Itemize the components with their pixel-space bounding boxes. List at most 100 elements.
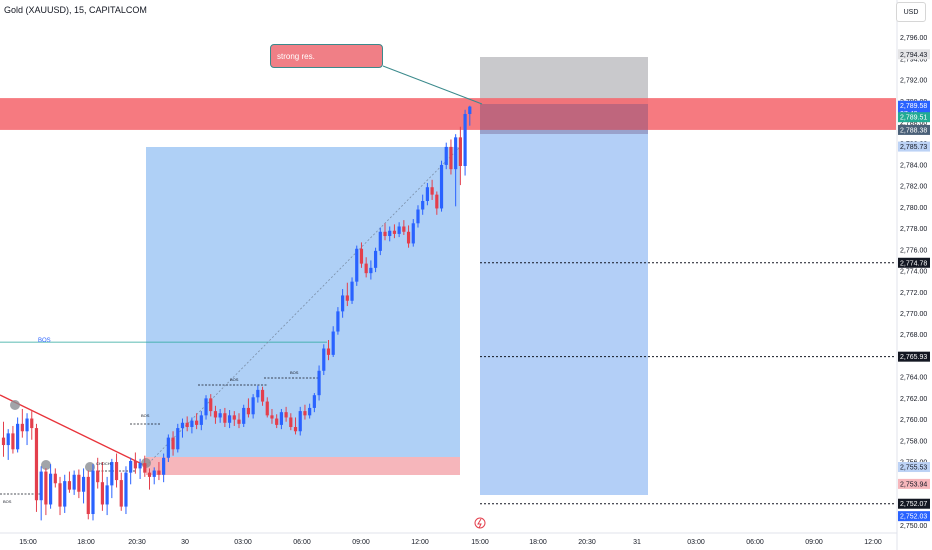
candle[interactable] bbox=[143, 455, 147, 477]
candle[interactable] bbox=[373, 247, 378, 273]
candle[interactable] bbox=[383, 223, 387, 241]
candle[interactable] bbox=[279, 408, 283, 430]
candle[interactable] bbox=[359, 242, 364, 268]
candle[interactable] bbox=[237, 413, 241, 429]
candle[interactable] bbox=[96, 457, 100, 489]
candle[interactable] bbox=[341, 289, 345, 318]
candle[interactable] bbox=[242, 404, 246, 428]
candle[interactable] bbox=[185, 416, 189, 432]
candle[interactable] bbox=[364, 257, 368, 278]
demand-zone[interactable] bbox=[146, 457, 460, 475]
candle[interactable] bbox=[355, 245, 359, 286]
candle[interactable] bbox=[86, 470, 90, 520]
candle[interactable] bbox=[298, 406, 302, 436]
candle[interactable] bbox=[20, 408, 24, 438]
candle[interactable] bbox=[11, 425, 15, 454]
candle[interactable] bbox=[435, 191, 439, 215]
candle[interactable] bbox=[190, 417, 194, 434]
candle[interactable] bbox=[44, 468, 48, 516]
candle[interactable] bbox=[223, 407, 227, 428]
currency-selector[interactable]: USD bbox=[896, 2, 926, 22]
candle[interactable] bbox=[213, 405, 218, 424]
candle[interactable] bbox=[91, 464, 95, 521]
candle[interactable] bbox=[331, 326, 335, 357]
candle[interactable] bbox=[411, 219, 415, 247]
candle[interactable] bbox=[468, 105, 472, 126]
candle[interactable] bbox=[39, 466, 43, 521]
measure-range-zone[interactable] bbox=[146, 147, 460, 457]
candle[interactable] bbox=[67, 471, 72, 493]
candle[interactable] bbox=[119, 472, 123, 511]
candle[interactable] bbox=[425, 182, 429, 206]
candle[interactable] bbox=[81, 468, 86, 504]
candle[interactable] bbox=[100, 462, 105, 511]
candle[interactable] bbox=[350, 277, 354, 304]
candle[interactable] bbox=[58, 476, 62, 516]
candle[interactable] bbox=[345, 282, 349, 307]
candle[interactable] bbox=[463, 109, 467, 176]
candle[interactable] bbox=[449, 139, 453, 175]
candle[interactable] bbox=[218, 408, 222, 423]
candle[interactable] bbox=[49, 464, 53, 509]
candle[interactable] bbox=[402, 220, 406, 235]
candle[interactable] bbox=[265, 397, 269, 418]
candle[interactable] bbox=[152, 467, 156, 485]
candle[interactable] bbox=[30, 411, 34, 440]
candle[interactable] bbox=[53, 468, 57, 488]
candle[interactable] bbox=[317, 365, 321, 401]
candle[interactable] bbox=[388, 226, 392, 242]
candle[interactable] bbox=[180, 418, 185, 438]
candle[interactable] bbox=[1, 421, 6, 457]
candle[interactable] bbox=[406, 225, 411, 248]
candle[interactable] bbox=[105, 476, 109, 516]
candle[interactable] bbox=[176, 423, 180, 453]
candle[interactable] bbox=[256, 385, 260, 403]
candle[interactable] bbox=[336, 307, 340, 335]
candle[interactable] bbox=[458, 126, 462, 186]
candle[interactable] bbox=[25, 413, 29, 446]
candle[interactable] bbox=[284, 406, 288, 422]
candle[interactable] bbox=[430, 179, 434, 200]
candle[interactable] bbox=[16, 417, 20, 453]
event-flash-icon[interactable] bbox=[474, 517, 486, 529]
candle[interactable] bbox=[138, 458, 142, 480]
candle[interactable] bbox=[275, 414, 279, 429]
candle[interactable] bbox=[454, 134, 458, 207]
candle[interactable] bbox=[34, 423, 39, 512]
resistance-zone[interactable] bbox=[0, 98, 896, 130]
candle[interactable] bbox=[326, 340, 331, 361]
candle[interactable] bbox=[199, 411, 203, 431]
candle[interactable] bbox=[133, 452, 137, 474]
candle[interactable] bbox=[444, 142, 448, 170]
candle[interactable] bbox=[260, 386, 265, 406]
candle[interactable] bbox=[129, 457, 133, 485]
candle[interactable] bbox=[6, 429, 10, 460]
candle[interactable] bbox=[162, 453, 166, 483]
trend-line[interactable] bbox=[0, 394, 147, 467]
candle[interactable] bbox=[147, 468, 152, 490]
candle[interactable] bbox=[397, 222, 401, 238]
candle[interactable] bbox=[227, 410, 232, 429]
candle[interactable] bbox=[303, 404, 307, 420]
candle[interactable] bbox=[392, 224, 397, 239]
candle[interactable] bbox=[369, 260, 373, 280]
candle[interactable] bbox=[232, 411, 236, 426]
candle[interactable] bbox=[157, 462, 161, 481]
short-stop-zone[interactable] bbox=[480, 57, 648, 104]
candle[interactable] bbox=[289, 413, 293, 431]
strong-resistance-callout[interactable]: strong res. bbox=[270, 44, 383, 68]
candle[interactable] bbox=[322, 344, 326, 376]
candle[interactable] bbox=[204, 395, 208, 420]
candle[interactable] bbox=[114, 453, 119, 488]
candle[interactable] bbox=[72, 470, 76, 495]
candle[interactable] bbox=[251, 394, 255, 419]
short-target-zone[interactable] bbox=[480, 104, 648, 495]
candle[interactable] bbox=[171, 431, 175, 456]
candle[interactable] bbox=[293, 417, 298, 435]
candle[interactable] bbox=[312, 393, 316, 413]
candle[interactable] bbox=[270, 408, 274, 424]
candle[interactable] bbox=[166, 434, 170, 463]
candle[interactable] bbox=[63, 474, 67, 513]
candle[interactable] bbox=[77, 469, 81, 499]
